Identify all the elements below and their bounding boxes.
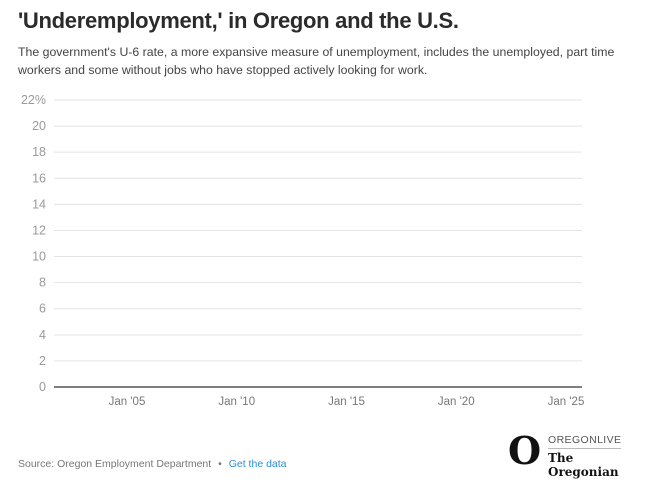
y-tick-label-8: 8 — [39, 276, 46, 290]
page-title: 'Underemployment,' in Oregon and the U.S… — [18, 8, 459, 33]
y-tick-label-20: 20 — [32, 119, 46, 133]
oregonian-logo-icon: O — [508, 428, 542, 473]
y-tick-label-12: 12 — [32, 223, 46, 237]
get-the-data-link[interactable]: Get the data — [228, 458, 287, 470]
logo-oregonian-text: The Oregonian — [548, 451, 619, 479]
y-tick-label-22: 22% — [21, 93, 46, 107]
chart-subtitle: The government's U-6 rate, a more expans… — [18, 45, 615, 77]
logo-divider — [548, 448, 621, 449]
y-tick-label-0: 0 — [39, 380, 46, 394]
x-tick-label-2010: Jan '10 — [218, 396, 255, 408]
oregonian-logo[interactable]: O OREGONLIVE The Oregonian — [508, 428, 648, 480]
x-tick-label-2005: Jan '05 — [109, 396, 146, 408]
y-tick-label-4: 4 — [39, 328, 46, 342]
y-tick-label-10: 10 — [32, 250, 46, 264]
logo-oregonlive-text: OREGONLIVE — [548, 434, 622, 446]
y-tick-label-16: 16 — [32, 171, 46, 185]
footer-separator: • — [218, 458, 222, 470]
y-tick-label-14: 14 — [32, 197, 46, 211]
y-tick-label-2: 2 — [39, 354, 46, 368]
y-tick-label-18: 18 — [32, 145, 46, 159]
x-tick-label-2025: Jan '25 — [548, 396, 585, 408]
footer: Source: Oregon Employment Department • G… — [18, 458, 287, 470]
line-chart: 0 2 4 6 8 10 12 14 16 18 20 22% Jan '05 Jan '10 Jan '1… — [21, 93, 585, 408]
source-text: Source: Oregon Employment Department — [18, 458, 212, 470]
x-tick-label-2015: Jan '15 — [328, 396, 365, 408]
x-tick-label-2020: Jan '20 — [438, 396, 475, 408]
y-tick-label-6: 6 — [39, 302, 46, 316]
